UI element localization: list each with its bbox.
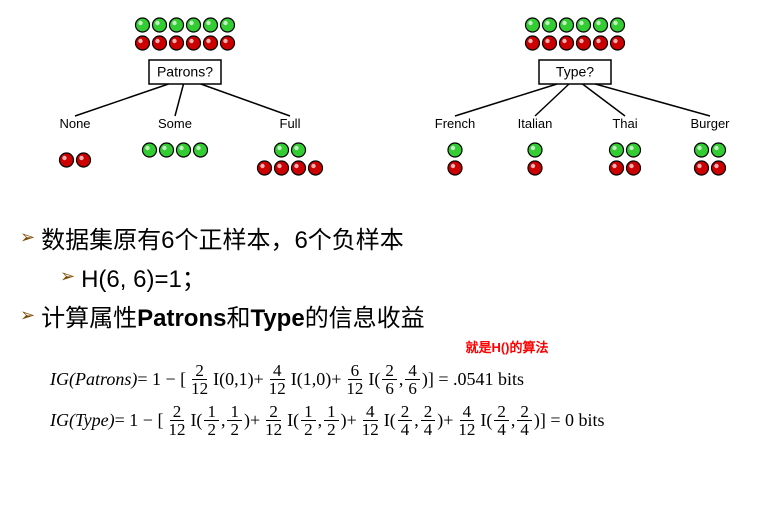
trees-row: Patrons?NoneSomeFull Type?FrenchItalianT… [20, 10, 754, 210]
svg-text:Italian: Italian [518, 116, 553, 131]
svg-text:Burger: Burger [690, 116, 730, 131]
tree-type: Type? French Italian Thai Burger [410, 10, 740, 210]
line3-text: 计算属性Patrons和Type的信息收益 [41, 298, 425, 333]
svg-text:Type?: Type? [556, 64, 594, 80]
bullet-icon: ➢ [20, 227, 35, 248]
t3c: 和 [226, 305, 250, 332]
t3a: 计算属性 [41, 305, 137, 332]
svg-text:Some: Some [158, 116, 192, 131]
line2: ➢ H(6, 6)=1； [60, 259, 754, 294]
tree-patrons: Patrons? None Some Full [20, 10, 350, 210]
line3: ➢ 计算属性Patrons和Type的信息收益 [20, 298, 754, 333]
t3e: 的信息收益 [305, 305, 425, 332]
line1: ➢ 数据集原有6个正样本，6个负样本 [20, 220, 754, 255]
svg-text:Patrons?: Patrons? [157, 64, 213, 80]
svg-text:None: None [59, 116, 90, 131]
annotation: 就是H()的算法 [260, 337, 754, 356]
svg-text:Thai: Thai [612, 116, 637, 131]
t3b: Patrons [137, 305, 226, 332]
svg-text:Full: Full [280, 116, 301, 131]
svg-text:French: French [435, 116, 475, 131]
line1-text: 数据集原有6个正样本，6个负样本 [41, 220, 404, 255]
bullet-icon: ➢ [20, 305, 35, 326]
t3d: Type [250, 305, 304, 332]
line2-text: H(6, 6)=1； [81, 259, 206, 294]
bullet-icon: ➢ [60, 266, 75, 287]
formula-block: IG(Patrons) = 1 − [212 I(0,1) + 412 I(1,… [50, 362, 754, 438]
formula-type: IG(Type) = 1 − [212 I(12, 12) + 212 I(12… [50, 403, 754, 438]
formula-patrons: IG(Patrons) = 1 − [212 I(0,1) + 412 I(1,… [50, 362, 754, 397]
